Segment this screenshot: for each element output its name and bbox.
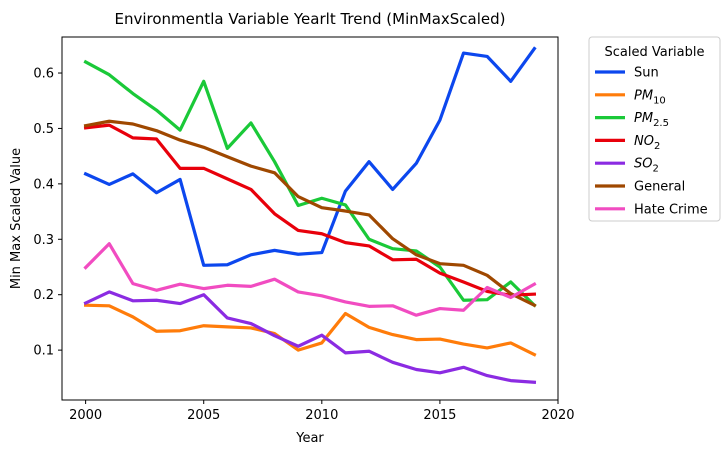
series-line-pm2-5 xyxy=(83,59,537,308)
y-axis-label: Min Max Scaled Value xyxy=(9,148,24,289)
y-tick-label: 0.4 xyxy=(33,177,54,192)
chart-title: Environmentla Variable Yearlt Trend (Min… xyxy=(114,10,505,28)
legend-label-general: General xyxy=(634,180,685,195)
legend-frame xyxy=(588,36,721,222)
series-line-sun xyxy=(83,46,537,267)
x-axis-ticks: 2000 2005 2010 2015 2020 xyxy=(69,400,575,423)
y-tick-label: 0.3 xyxy=(33,233,54,248)
series-line-no2 xyxy=(83,123,537,297)
series-line-so2 xyxy=(83,290,537,384)
legend-label-pm2-5: PM2.5 xyxy=(634,111,669,129)
x-tick-label: 2000 xyxy=(69,408,102,423)
series-line-general xyxy=(83,119,537,308)
legend-title: Scaled Variable xyxy=(605,45,705,60)
y-axis-ticks: 0.1 0.2 0.3 0.4 0.5 0.6 xyxy=(33,67,62,359)
x-tick-label: 2010 xyxy=(305,408,338,423)
x-tick-label: 2020 xyxy=(541,408,574,423)
legend: Scaled Variable Sun PM10 PM2.5 NO2 SO2 Genera… xyxy=(588,36,721,222)
y-tick-label: 0.1 xyxy=(33,344,54,359)
legend-label-sun: Sun xyxy=(634,66,659,81)
y-tick-label: 0.2 xyxy=(33,288,54,303)
y-tick-label: 0.5 xyxy=(33,122,54,137)
legend-label-no2: NO2 xyxy=(634,134,660,152)
x-tick-label: 2015 xyxy=(423,408,456,423)
x-axis-label: Year xyxy=(295,431,324,446)
series-line-pm10 xyxy=(83,303,537,357)
legend-label-so2: SO2 xyxy=(634,157,659,175)
y-tick-label: 0.6 xyxy=(33,67,54,82)
legend-label-hate-crime: Hate Crime xyxy=(634,202,708,217)
series-line-hate-crime xyxy=(83,242,537,317)
x-tick-label: 2005 xyxy=(187,408,220,423)
legend-label-pm10: PM10 xyxy=(634,88,666,106)
series-lines xyxy=(83,46,537,384)
plot-frame xyxy=(61,36,559,401)
